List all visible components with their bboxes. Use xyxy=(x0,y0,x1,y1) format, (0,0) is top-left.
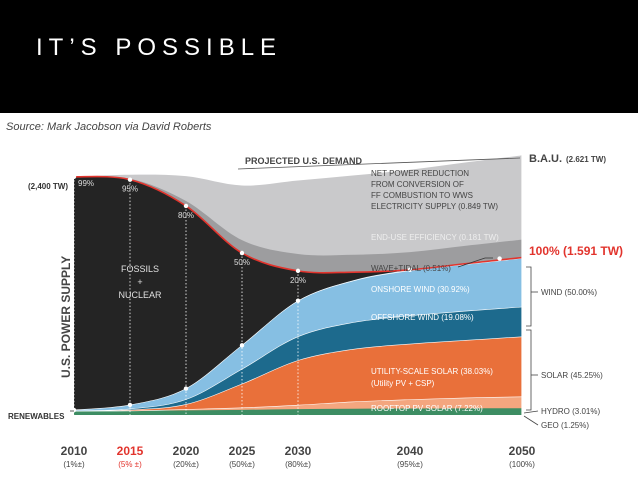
solar-group-label: SOLAR (45.25%) xyxy=(541,371,603,380)
x-tick-label: 2015 xyxy=(117,444,144,458)
offshore-wind-area-edge xyxy=(73,306,523,412)
renewables-point xyxy=(71,407,77,413)
supply-point xyxy=(127,177,133,182)
utility-solar-sub-label: (Utility PV + CSP) xyxy=(371,379,435,388)
geo-group-label: GEO (1.25%) xyxy=(541,421,589,430)
nuclear-label: NUCLEAR xyxy=(118,290,162,300)
renewables-point xyxy=(183,386,189,391)
supply-point xyxy=(183,203,189,209)
slide-header xyxy=(0,0,638,113)
demand-label: PROJECTED U.S. DEMAND xyxy=(245,156,363,166)
fossils-label: FOSSILS xyxy=(121,264,159,274)
renewables-point xyxy=(497,256,502,261)
net-reduction-label: FROM CONVERSION OF xyxy=(371,180,464,189)
fossil-share-label: 20% xyxy=(290,276,306,285)
x-tick-sublabel: (95%±) xyxy=(397,460,423,469)
plus-label: + xyxy=(137,277,142,287)
wave-tidal-leader xyxy=(457,257,493,268)
x-tick-label: 2025 xyxy=(229,444,256,458)
x-tick-label: 2030 xyxy=(285,444,312,458)
rooftop-label: ROOFTOP PV SOLAR (7.22%) xyxy=(371,404,483,413)
utility-solar-area-edge xyxy=(73,336,523,412)
x-tick-sublabel: (100%) xyxy=(509,460,535,469)
renewables-point xyxy=(407,267,413,272)
wws-total-label: 100% (1.591 TW) xyxy=(529,244,623,258)
net-reduction-label: NET POWER REDUCTION xyxy=(371,169,469,178)
source-credit: Source: Mark Jacobson via David Roberts xyxy=(6,121,212,133)
renewables-point xyxy=(127,402,133,408)
bau-name: B.A.U. xyxy=(529,153,562,165)
y-axis-label: U.S. POWER SUPPLY xyxy=(59,256,73,378)
x-tick-sublabel: (5% ±) xyxy=(118,460,142,469)
renewables-point xyxy=(239,343,245,348)
supply-point xyxy=(239,250,245,256)
wave-tidal-label: WAVE+TIDAL (0.51%) xyxy=(371,264,451,273)
net-reduction-label: FF COMBUSTION TO WWS xyxy=(371,191,473,200)
slide-title: IT’S POSSIBLE xyxy=(36,34,283,61)
solar-group-bracket xyxy=(526,329,532,411)
fossil-share-label: 80% xyxy=(178,211,194,220)
wind-group-bracket xyxy=(526,266,532,327)
efficiency-label: END-USE EFFICIENCY (0.181 TW) xyxy=(371,233,499,242)
wind-group-label: WIND (50.00%) xyxy=(541,288,597,297)
offshore-label: OFFSHORE WIND (19.08%) xyxy=(371,313,474,322)
geo-group-leader xyxy=(523,415,539,426)
x-tick-label: 2010 xyxy=(61,444,88,458)
x-tick-label: 2040 xyxy=(397,444,424,458)
x-tick-sublabel: (80%±) xyxy=(285,460,311,469)
fossil-share-label: 50% xyxy=(234,258,250,267)
bau-value: (2.621 TW) xyxy=(566,155,606,164)
demand-underline xyxy=(237,157,521,170)
utility-solar-label: UTILITY-SCALE SOLAR (38.03%) xyxy=(371,367,493,376)
hydro-group-label: HYDRO (3.01%) xyxy=(541,407,600,416)
onshore-label: ONSHORE WIND (30.92%) xyxy=(371,285,470,294)
x-tick-sublabel: (1%±) xyxy=(63,460,85,469)
supply-point xyxy=(71,174,77,179)
renewables-label: RENEWABLES xyxy=(8,412,65,421)
fossil-share-label: 99% xyxy=(78,179,94,188)
geo-area xyxy=(74,413,522,415)
x-tick-label: 2050 xyxy=(509,444,536,458)
x-tick-sublabel: (50%±) xyxy=(229,460,255,469)
net-reduction-label: ELECTRICITY SUPPLY (0.849 TW) xyxy=(371,202,498,211)
renewables-point xyxy=(295,298,301,303)
start-supply-label: (2,400 TW) xyxy=(28,182,68,191)
supply-point xyxy=(295,268,301,274)
hydro-group-leader xyxy=(523,410,539,414)
x-tick-label: 2020 xyxy=(173,444,200,458)
fossil-share-label: 95% xyxy=(122,185,138,194)
x-tick-sublabel: (20%±) xyxy=(173,460,199,469)
